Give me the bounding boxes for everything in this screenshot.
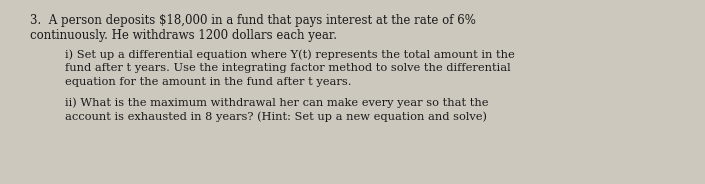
Text: fund after t years. Use the integrating factor method to solve the differential: fund after t years. Use the integrating … — [65, 63, 510, 73]
Text: ii) What is the maximum withdrawal her can make every year so that the: ii) What is the maximum withdrawal her c… — [65, 97, 489, 108]
Text: equation for the amount in the fund after t years.: equation for the amount in the fund afte… — [65, 77, 352, 87]
Text: 3.  A person deposits $18,000 in a fund that pays interest at the rate of 6%: 3. A person deposits $18,000 in a fund t… — [30, 14, 476, 27]
Text: account is exhausted in 8 years? (Hint: Set up a new equation and solve): account is exhausted in 8 years? (Hint: … — [65, 111, 487, 122]
Text: i) Set up a differential equation where Y(t) represents the total amount in the: i) Set up a differential equation where … — [65, 49, 515, 60]
Text: continuously. He withdraws 1200 dollars each year.: continuously. He withdraws 1200 dollars … — [30, 29, 337, 42]
